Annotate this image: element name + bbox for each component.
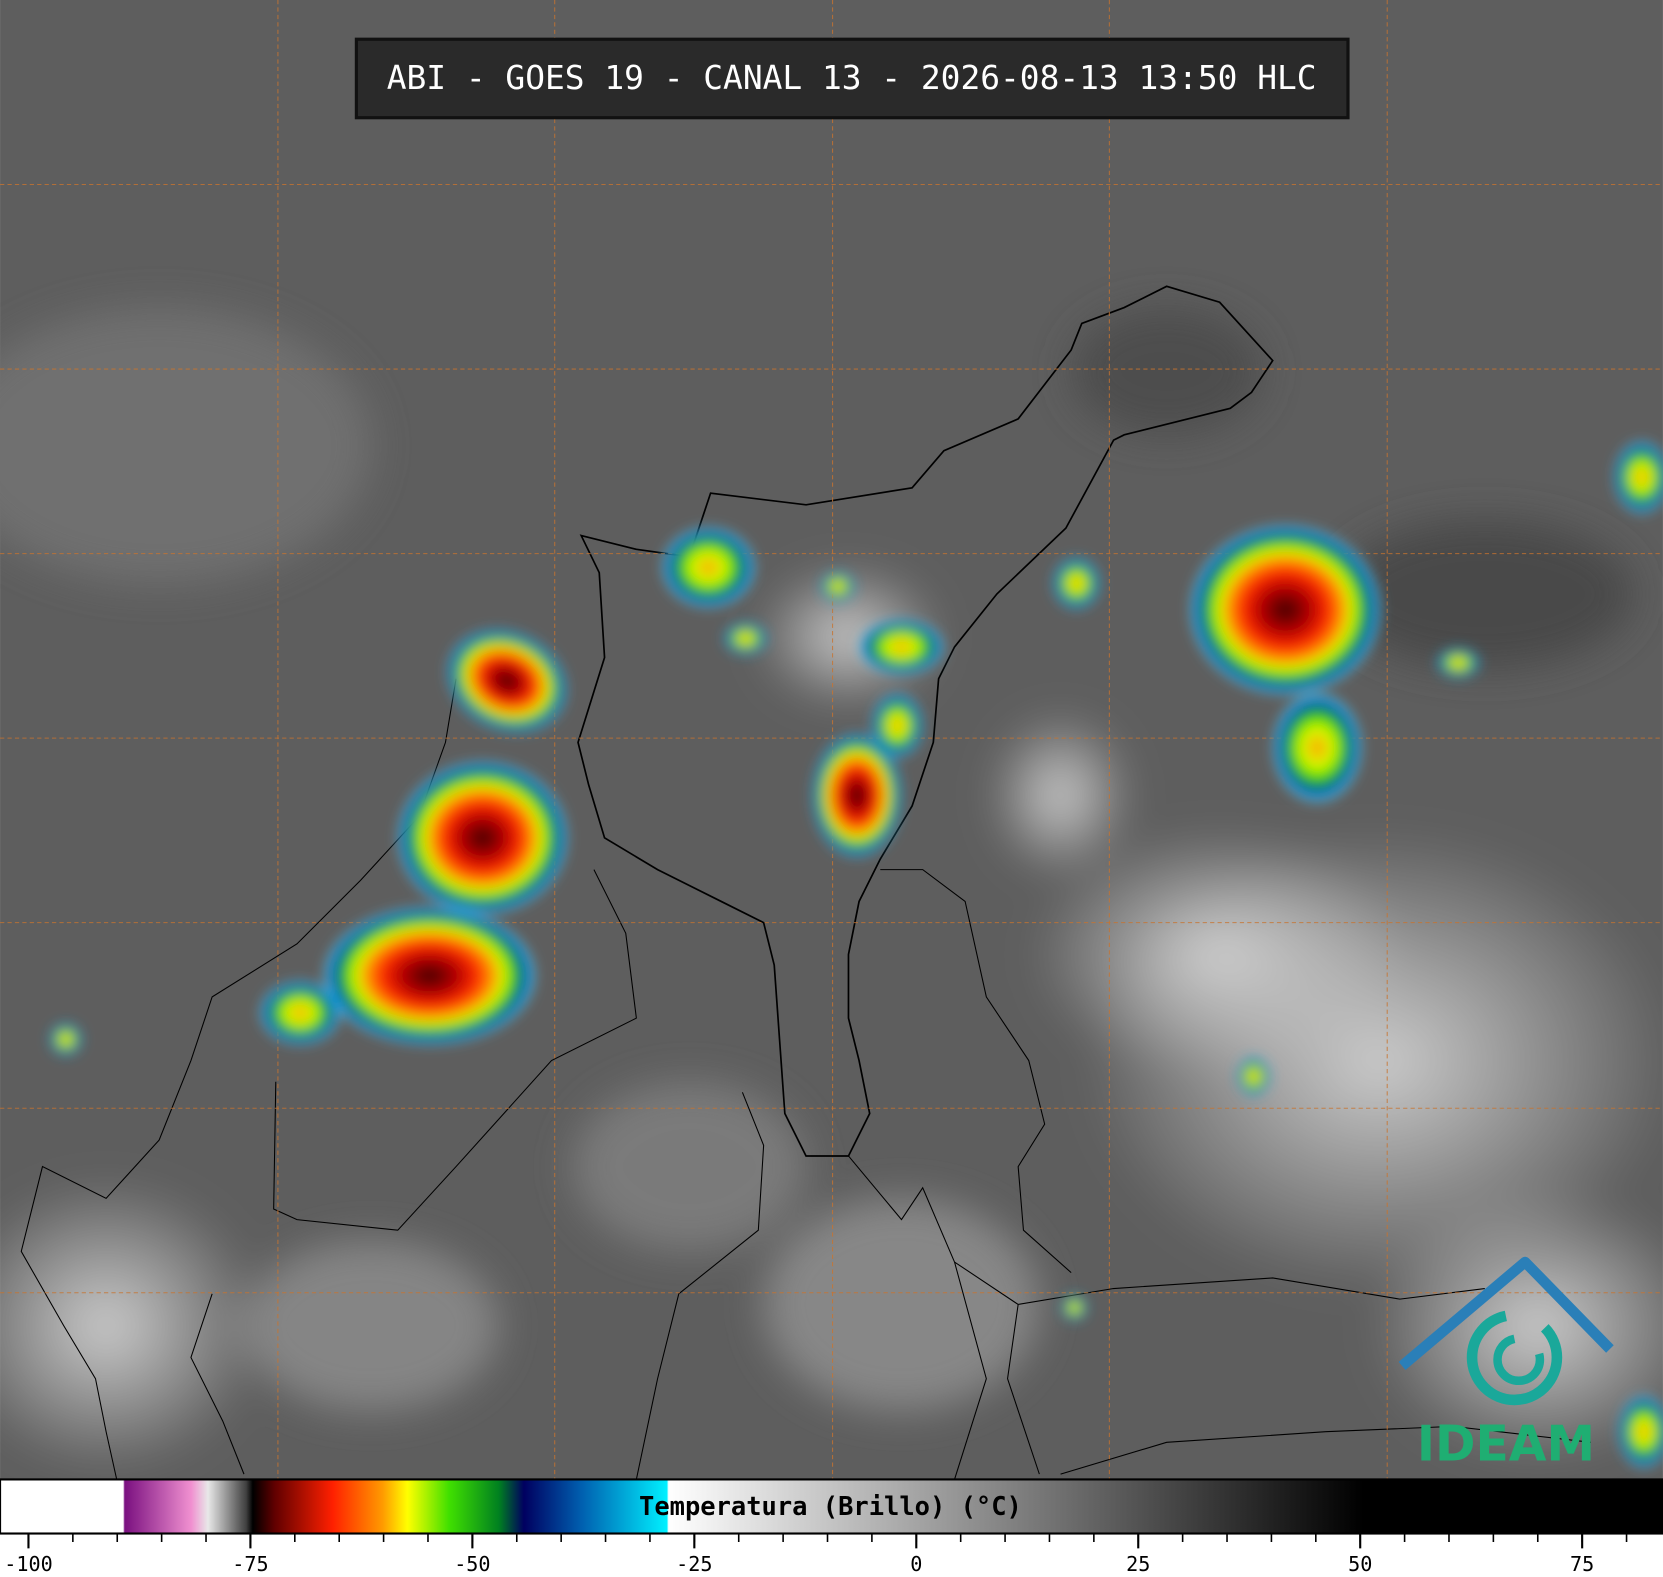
tick-label: 50 [1348, 1552, 1372, 1576]
tick-label: -25 [676, 1552, 712, 1576]
logo: IDEAM [1398, 1256, 1614, 1473]
colorbar-ticks: -100 -75 -50 -25 0 25 50 75 [4, 1533, 1628, 1576]
tick-label: 25 [1126, 1552, 1150, 1576]
tick-label: 75 [1570, 1552, 1594, 1576]
tick-label: -50 [454, 1552, 490, 1576]
convective-cells [49, 441, 1663, 1468]
tick-label: -75 [232, 1552, 268, 1576]
title-box [354, 37, 1350, 120]
colorbar-label: Temperatura (Brillo) (°C) [639, 1492, 1022, 1522]
department-borders [20, 678, 1591, 1480]
title: ABI - GOES 19 - CANAL 13 - 2026-08-13 13… [387, 58, 1317, 97]
tick-label: 0 [910, 1552, 922, 1576]
tick-label: -100 [4, 1552, 52, 1576]
country-border [577, 285, 1274, 1157]
cloud-field [0, 307, 1663, 1475]
graticule [0, 0, 1663, 1480]
logo-text: IDEAM [1417, 1416, 1595, 1473]
